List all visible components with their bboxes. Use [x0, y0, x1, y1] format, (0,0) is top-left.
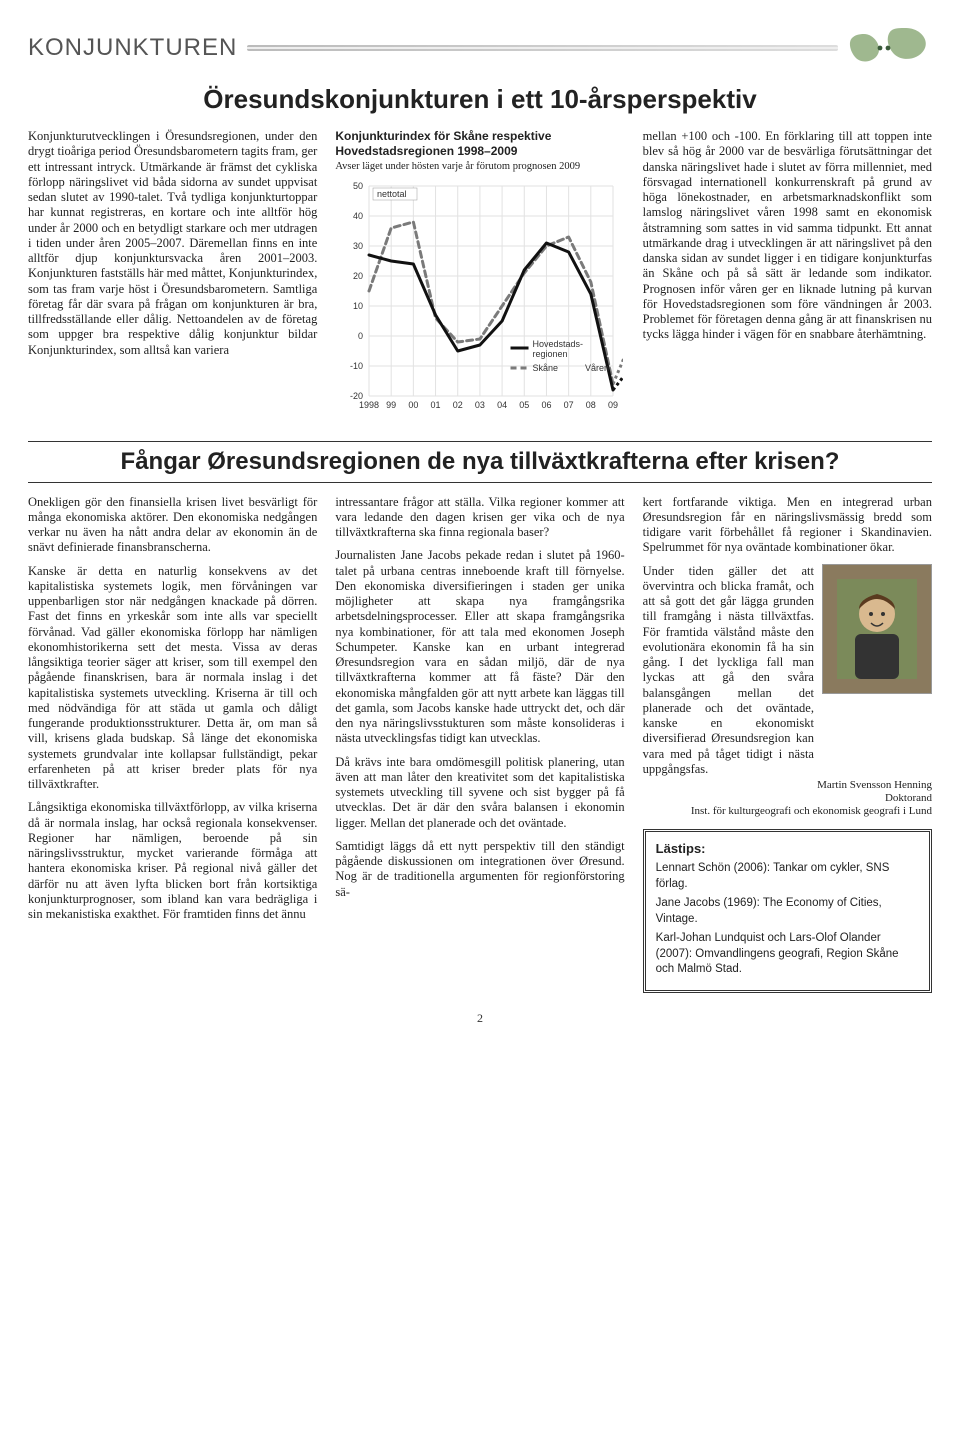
svg-text:01: 01	[431, 400, 441, 410]
b-col2: intressantare frågor att ställa. Vilka r…	[335, 495, 624, 993]
reading-tips-box: Lästips: Lennart Schön (2006): Tankar om…	[643, 829, 932, 993]
page-number: 2	[28, 1011, 932, 1026]
col3-paragraph: mellan +100 och -100. En förklaring till…	[643, 129, 932, 343]
b-col2-p1: intressantare frågor att ställa. Vilka r…	[335, 495, 624, 541]
svg-text:06: 06	[542, 400, 552, 410]
region-map-icon	[844, 24, 932, 72]
svg-text:40: 40	[353, 211, 363, 221]
subarticle-title: Fångar Øresundsregionen de nya tillväxtk…	[28, 441, 932, 483]
svg-text:09: 09	[608, 400, 618, 410]
chart-column: Konjunkturindex för Skåne respektive Hov…	[335, 129, 624, 423]
chart-subtitle: Avser läget under hösten varje år föruto…	[335, 161, 624, 174]
svg-text:04: 04	[497, 400, 507, 410]
chart-title: Konjunkturindex för Skåne respektive Hov…	[335, 129, 624, 159]
col1-paragraph: Konjunkturutvecklingen i Öresundsregione…	[28, 129, 317, 358]
svg-text:regionen: regionen	[533, 349, 568, 359]
svg-text:08: 08	[586, 400, 596, 410]
b-col3-p1: kert fortfarande viktiga. Men en integre…	[643, 495, 932, 556]
svg-text:0: 0	[358, 331, 363, 341]
section-rule	[247, 45, 838, 51]
svg-text:Skåne: Skåne	[533, 363, 559, 373]
svg-text:99: 99	[387, 400, 397, 410]
col1-text: Konjunkturutvecklingen i Öresundsregione…	[28, 129, 317, 423]
svg-text:-10: -10	[350, 361, 363, 371]
b-col3-p2: Under tiden gäller det att övervintra oc…	[643, 564, 814, 778]
author-title2: Inst. för kulturgeografi och ekonomisk g…	[643, 805, 932, 818]
b-col1: Onekligen gör den finansiella krisen liv…	[28, 495, 317, 993]
b-col1-p2: Kanske är detta en naturlig konsekvens a…	[28, 564, 317, 793]
svg-text:50: 50	[353, 181, 363, 191]
line-chart: 50403020100-10-2019989900010203040506070…	[335, 178, 624, 423]
section-header: KONJUNKTUREN	[28, 24, 932, 72]
svg-text:00: 00	[409, 400, 419, 410]
b-col2-p4: Samtidigt läggs då ett nytt perspektiv t…	[335, 839, 624, 900]
col3-text: mellan +100 och -100. En förklaring till…	[643, 129, 932, 423]
svg-text:02: 02	[453, 400, 463, 410]
b-col2-p3: Då krävs inte bara omdömesgill politisk …	[335, 755, 624, 831]
svg-text:03: 03	[475, 400, 485, 410]
section-label: KONJUNKTUREN	[28, 34, 237, 62]
article-main-title: Öresundskonjunkturen i ett 10-årsperspek…	[28, 84, 932, 115]
svg-text:20: 20	[353, 271, 363, 281]
svg-text:Hovedstads-: Hovedstads-	[533, 339, 584, 349]
b-col2-p2: Journalisten Jane Jacobs pekade redan i …	[335, 548, 624, 746]
author-name: Martin Svensson Henning	[643, 779, 932, 792]
svg-text:30: 30	[353, 241, 363, 251]
tips-item: Lennart Schön (2006): Tankar om cykler, …	[656, 861, 919, 892]
b-col3: kert fortfarande viktiga. Men en integre…	[643, 495, 932, 993]
tips-item: Jane Jacobs (1969): The Economy of Citie…	[656, 896, 919, 927]
svg-text:07: 07	[564, 400, 574, 410]
author-block: Under tiden gäller det att övervintra oc…	[643, 564, 932, 819]
tips-item: Karl-Johan Lundquist och Lars-Olof Oland…	[656, 931, 919, 978]
author-portrait	[822, 564, 932, 694]
author-caption: Martin Svensson Henning Doktorand Inst. …	[643, 779, 932, 819]
svg-text:10: 10	[353, 301, 363, 311]
author-title1: Doktorand	[643, 792, 932, 805]
tips-title: Lästips:	[656, 840, 919, 858]
b-col1-p3: Långsiktiga ekonomiska tillväxtförlopp, …	[28, 800, 317, 922]
svg-text:05: 05	[520, 400, 530, 410]
svg-text:1998: 1998	[359, 400, 379, 410]
svg-text:nettotal: nettotal	[377, 189, 407, 199]
svg-text:Våren: Våren	[585, 363, 609, 373]
b-col1-p1: Onekligen gör den finansiella krisen liv…	[28, 495, 317, 556]
